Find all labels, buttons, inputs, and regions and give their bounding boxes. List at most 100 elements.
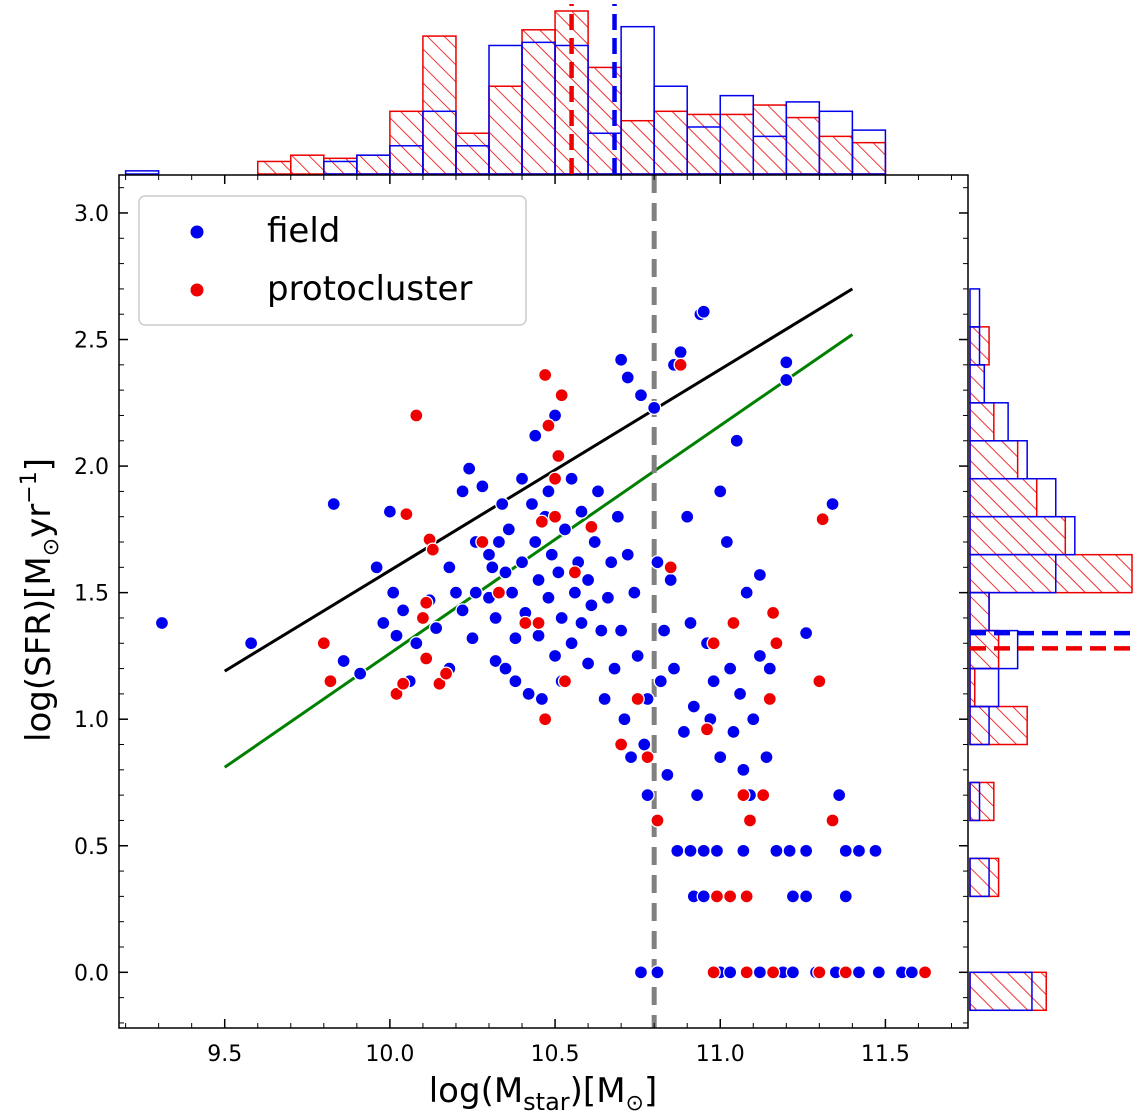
field-point <box>498 661 513 676</box>
field-point <box>798 889 814 904</box>
x-tick-label: 11.5 <box>861 1042 910 1067</box>
field-point <box>501 522 516 537</box>
protocluster-point <box>547 509 563 524</box>
field-point <box>726 724 741 740</box>
top-histogram <box>124 4 887 175</box>
field-point <box>607 661 622 676</box>
field-point <box>488 653 503 669</box>
protocluster-point <box>630 691 645 707</box>
field-point <box>514 555 530 570</box>
field-point <box>620 370 635 385</box>
field-point <box>666 661 682 676</box>
field-point <box>647 400 662 416</box>
field-point <box>838 889 853 904</box>
plot-frame <box>118 174 969 1029</box>
protocluster-point <box>438 666 454 681</box>
right-hist-protocluster-bar <box>969 857 1000 898</box>
field-point <box>832 787 847 803</box>
field-point <box>759 750 774 765</box>
right-hist-field-bar <box>969 781 981 822</box>
field-point <box>504 585 520 600</box>
field-point <box>547 648 563 664</box>
field-point <box>613 623 629 638</box>
field-point <box>663 572 678 588</box>
protocluster-point <box>812 674 827 689</box>
field-point <box>650 555 665 570</box>
protocluster-point <box>538 367 553 383</box>
protocluster-point <box>567 565 583 580</box>
field-point <box>838 843 853 858</box>
protocluster-point <box>415 610 431 626</box>
x-axis-label: log(Mstar)[M⊙] <box>429 1071 658 1116</box>
field-point <box>547 408 563 423</box>
top-hist-protocluster-bar <box>785 116 821 175</box>
y-tick-label: 0.0 <box>74 961 109 986</box>
protocluster-point <box>419 595 434 610</box>
field-point <box>541 590 556 605</box>
protocluster-point <box>557 674 573 689</box>
right-hist-protocluster-bar <box>969 591 990 632</box>
protocluster-point <box>699 722 715 737</box>
right-hist-protocluster-bar <box>969 971 1047 1012</box>
field-point <box>590 484 606 499</box>
field-point <box>389 628 404 643</box>
field-point <box>722 965 738 980</box>
right-hist-protocluster-bar <box>969 705 1028 746</box>
legend-field-label: field <box>267 211 340 251</box>
field-point <box>243 636 259 651</box>
top-hist-protocluster-bar <box>818 135 854 175</box>
protocluster-point <box>917 965 933 980</box>
field-point <box>442 560 457 575</box>
top-hist-protocluster-bar <box>422 35 457 175</box>
field-point <box>580 656 596 671</box>
field-point <box>508 674 523 689</box>
field-point <box>521 686 536 702</box>
top-hist-protocluster-bar <box>719 113 755 175</box>
field-point <box>528 534 543 550</box>
main-scatter-plot: 9.5 10.0 10.5 11.0 11.5 0.0 0.5 1.0 1.5 2.0 2.5 3.0 <box>74 174 969 1067</box>
field-point <box>495 496 510 512</box>
field-point <box>709 843 725 858</box>
protocluster-point <box>722 889 738 904</box>
field-point <box>769 843 784 858</box>
field-point <box>752 648 768 664</box>
field-point <box>594 623 609 638</box>
field-point <box>551 565 566 580</box>
field-point <box>376 615 391 631</box>
y-tick-label: 2.5 <box>74 329 109 354</box>
legend-box <box>138 195 527 326</box>
field-point <box>468 585 483 600</box>
field-point <box>762 661 777 676</box>
protocluster-point <box>673 357 688 372</box>
field-point <box>353 666 368 681</box>
legend-protocluster-marker <box>190 283 204 297</box>
right-hist-protocluster-bar <box>969 553 1133 594</box>
right-hist-protocluster-bar <box>969 515 1067 556</box>
field-point <box>409 636 424 651</box>
field-point <box>574 615 589 631</box>
field-point <box>779 372 794 388</box>
field-point <box>448 585 464 600</box>
top-hist-protocluster-bar <box>256 160 292 175</box>
field-point <box>604 555 619 570</box>
top-hist-protocluster-bar <box>488 85 523 175</box>
protocluster-point <box>739 965 754 980</box>
field-point <box>620 547 635 562</box>
protocluster-point <box>323 674 338 689</box>
field-point <box>653 674 668 689</box>
top-hist-field-bar <box>719 94 755 175</box>
field-point <box>851 965 867 980</box>
field-point <box>336 653 351 669</box>
protocluster-point <box>756 787 771 803</box>
field-point <box>719 534 734 550</box>
field-point <box>868 843 883 858</box>
protocluster-point <box>706 636 721 651</box>
field-point <box>455 603 470 618</box>
top-hist-protocluster-bar <box>851 141 887 175</box>
right-histogram <box>969 288 1133 1012</box>
top-hist-protocluster-bar <box>356 154 391 175</box>
field-point <box>564 636 579 651</box>
x-tick-label: 10.5 <box>531 1042 580 1067</box>
field-point <box>584 598 599 613</box>
field-point <box>689 787 705 803</box>
